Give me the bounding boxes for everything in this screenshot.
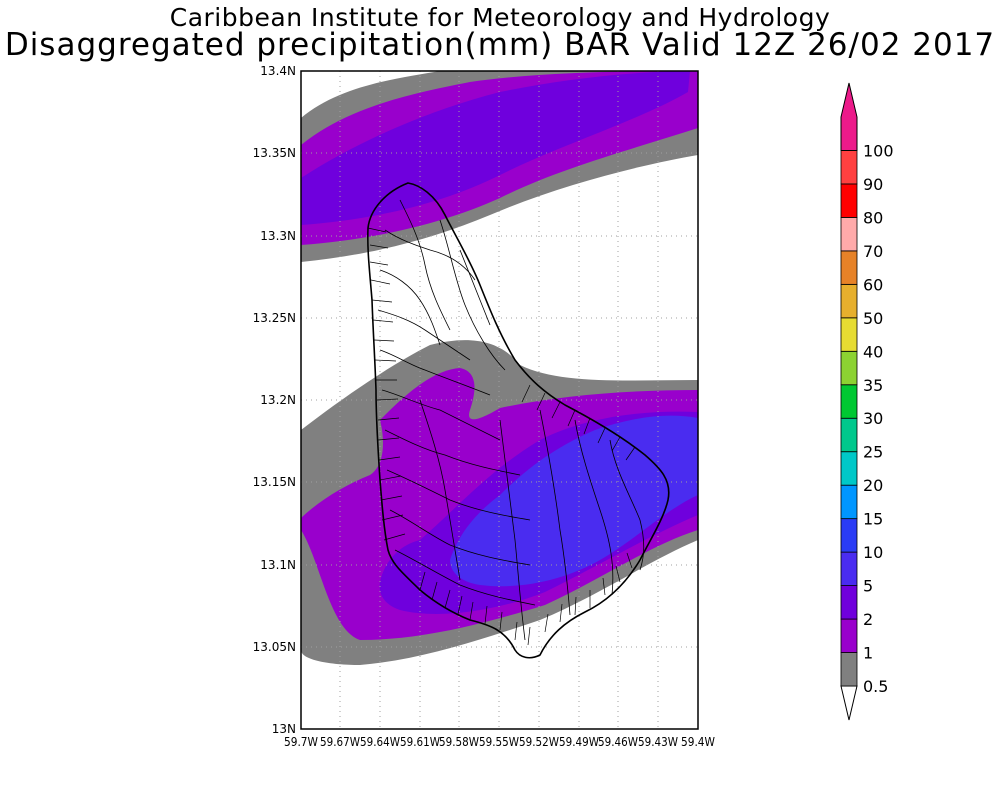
lat-tick-label: 13.3N [260,229,296,243]
legend-label: 40 [863,342,883,361]
lon-tick-label: 59.58W [439,735,479,749]
legend-label: 80 [863,208,883,227]
lon-tick-label: 59.64W [360,735,400,749]
lat-axis: 13N 13.05N 13.1N 13.15N 13.2N 13.25N 13.… [253,64,296,736]
island-outline [367,182,670,659]
legend-label: 60 [863,275,883,294]
lon-tick-label: 59.55W [479,735,519,749]
legend-color-swatch [840,484,858,520]
precipitation-field [301,71,698,665]
legend-color-swatch [840,618,858,653]
lon-tick-label: 59.67W [320,735,360,749]
barbados-island [367,182,670,659]
gridlines [301,71,698,729]
legend-label: 10 [863,543,883,562]
lon-tick-label: 59.4W [681,735,715,749]
legend-color-swatch [840,551,858,586]
lon-axis: 59.7W 59.67W 59.64W 59.61W 59.58W 59.55W… [284,735,715,749]
lon-tick-label: 59.52W [519,735,559,749]
river-network [377,199,645,641]
legend-color-swatch [840,283,858,319]
legend-color-swatch [840,585,858,620]
coastal-hatching [367,227,636,646]
legend-label: 5 [863,577,873,596]
map-frame [300,70,699,730]
lat-tick-label: 13.1N [260,558,296,572]
legend-color-swatch [840,350,858,386]
lon-tick-label: 59.49W [559,735,599,749]
legend-label: 0.5 [863,677,888,696]
legend-color-swatch [840,518,858,553]
legend-label: 30 [863,409,883,428]
legend-color-swatch [840,317,858,352]
legend-label: 25 [863,443,883,462]
legend-color-swatch [840,250,858,285]
legend-label: 1 [863,644,873,663]
legend-color-swatch [840,417,858,453]
precip-north-violet [301,71,690,225]
legend-label: 20 [863,476,883,495]
legend-color-swatch [840,652,858,687]
legend-arrow-low [840,685,858,721]
legend-color-swatch [840,150,858,185]
legend-color-swatch [840,451,858,486]
legend-color-swatch [840,384,858,419]
legend-label: 15 [863,510,883,529]
title-line-2: Disaggregated precipitation(mm) BAR Vali… [4,27,996,63]
title-line-1: Caribbean Institute for Meteorology and … [169,3,831,32]
legend-label: 2 [863,610,873,629]
precip-south-blue [450,415,698,587]
legend-label: 50 [863,309,883,328]
lat-tick-label: 13.05N [253,640,296,654]
legend-color-swatch [840,217,858,252]
legend-label: 100 [863,141,894,160]
legend-arrow-high [840,82,858,151]
lat-tick-label: 13.2N [260,393,296,407]
legend-label: 90 [863,175,883,194]
lat-tick-label: 13N [272,722,296,736]
lon-tick-label: 59.7W [284,735,318,749]
legend-label: 35 [863,376,883,395]
lat-tick-label: 13.35N [253,146,296,160]
lat-tick-label: 13.15N [253,475,296,489]
legend-color-swatch [840,183,858,218]
legend-label: 70 [863,242,883,261]
lon-tick-label: 59.46W [598,735,638,749]
lat-tick-label: 13.4N [260,64,296,78]
lat-tick-label: 13.25N [253,311,296,325]
lon-tick-label: 59.43W [638,735,678,749]
lon-tick-label: 59.61W [400,735,440,749]
